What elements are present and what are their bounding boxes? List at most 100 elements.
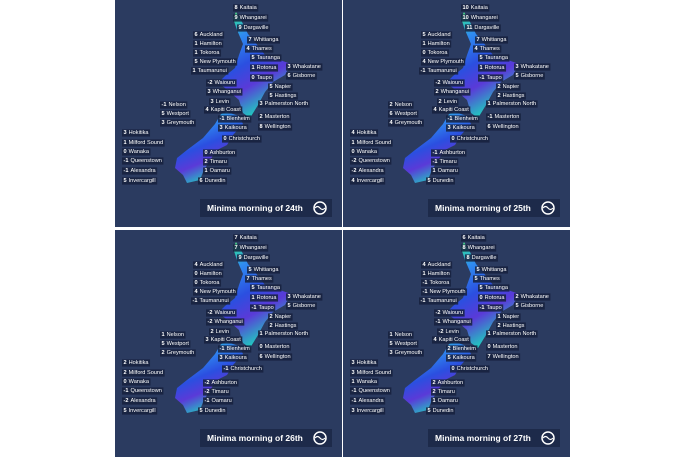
label-box [286,72,317,80]
temperature: 7 [488,354,491,360]
town-label: -1 Whanganui [434,318,473,326]
label-box [286,302,317,310]
town-name: Gisborne [521,73,544,79]
town-text: 0 Hamilton [195,271,222,277]
label-box [514,63,551,71]
label-box [206,88,243,96]
temperature: 1 [433,168,436,174]
town-text: 1 Milford Sound [352,140,392,146]
town-name: Whangarei [240,245,267,251]
temperature: -1 [220,116,225,122]
town-name: Alexandra [130,398,156,404]
town-label: 1 Palmerston North [258,330,310,338]
town-text: 6 Westport [390,111,418,117]
town-label: 4 Greymouth [388,119,424,127]
temperature: -2 [205,389,210,395]
label-box [203,379,239,387]
town-name: Kapiti Coast [211,107,242,113]
temperature: 5 [124,178,127,184]
town-name: Whangarei [471,15,498,21]
label-box [421,40,452,48]
town-text: 1 Taumarunui [193,68,227,74]
temperature: 1 [488,101,491,107]
temperature: 5 [480,285,483,291]
town-label: -2 Queenstown [350,157,392,165]
temperature: 10 [463,15,469,21]
town-name: Blenheim [454,116,478,122]
town-text: 1 Napier [498,314,520,320]
label-box [388,349,424,357]
town-name: Whangarei [468,245,495,251]
temperature: 2 [498,323,501,329]
town-text: 4 Kapiti Coast [434,337,470,343]
town-text: 1 Milford Sound [124,140,164,146]
town-name: Taupo [258,305,273,311]
temperature: 0 [205,150,208,156]
town-label: 3 Hokitika [350,359,379,367]
town-text: 5 Dunedin [200,408,226,414]
town-name: Palmerston North [265,331,309,337]
temperature: 7 [235,235,238,241]
town-text: 5 Tauranga [252,285,281,291]
label-box [204,336,243,344]
temperature: 3 [516,64,519,70]
town-text: 10 Kaitaia [463,5,489,11]
temperature: -1 [423,280,428,286]
temperature: 4 [352,130,356,136]
town-text: -1 New Plymouth [423,289,466,295]
label-box [203,158,229,166]
temperature: 1 [193,68,196,74]
label-box [268,313,293,321]
town-name: Nelson [168,102,185,108]
town-name: Timaru [211,389,228,395]
temperature: -2 [124,398,129,404]
town-name: Napier [275,84,292,90]
town-text: 2 Nelson [390,102,413,108]
temperature: -1 [220,346,225,352]
town-name: Nelson [395,102,412,108]
town-name: Wellington [265,354,291,360]
town-label: 7 Kaitaia [233,234,259,242]
town-label: 1 Napier [496,313,521,321]
temperature: 5 [200,408,203,414]
label-box [268,322,298,330]
label-box [191,67,229,75]
town-text: 0 Ashburton [205,150,236,156]
town-name: Invercargill [129,408,156,414]
town-name: Nelson [395,332,412,338]
town-text: 5 Auckland [423,32,451,38]
label-box [461,234,487,242]
label-box [514,72,545,80]
temperature: 9 [235,15,238,21]
town-name: Whanganui [213,89,241,95]
panel-title: Minima morning of 27th [435,433,531,443]
town-name: Kaikoura [453,355,476,361]
town-text: 9 Dargaville [239,25,269,31]
town-text: 3 Whakatane [288,64,321,70]
town-label: 1 Wanaka [350,378,379,386]
label-box [350,397,386,405]
town-name: Hastings [275,323,297,329]
town-label: 10 Kaitaia [461,4,490,12]
town-label: 3 Kapiti Coast [204,336,243,344]
temperature: 2 [439,99,442,105]
town-label: 3 Palmerston North [258,100,310,108]
town-label: 5 Invercargill [122,177,158,185]
town-text: 7 Whangarei [235,245,267,251]
town-text: 1 Wanaka [352,379,378,385]
label-box [193,31,225,39]
town-name: Queenstown [130,388,161,394]
town-label: -1 New Plymouth [421,288,468,296]
town-name: Waiouru [214,310,235,316]
temperature: -1 [433,150,438,156]
town-name: Whitianga [254,267,280,273]
temperature: 1 [352,140,355,146]
town-name: Whakatane [293,294,321,300]
town-name: Hamilton [200,271,222,277]
town-label: 3 Invercargill [350,407,386,415]
town-text: 1 Tokoroa [195,50,221,56]
town-label: 9 Whangarei [233,14,269,22]
temperature: -1 [205,398,210,404]
town-label: 2 Whakatane [514,293,551,301]
town-text: 2 Ashburton [433,380,464,386]
